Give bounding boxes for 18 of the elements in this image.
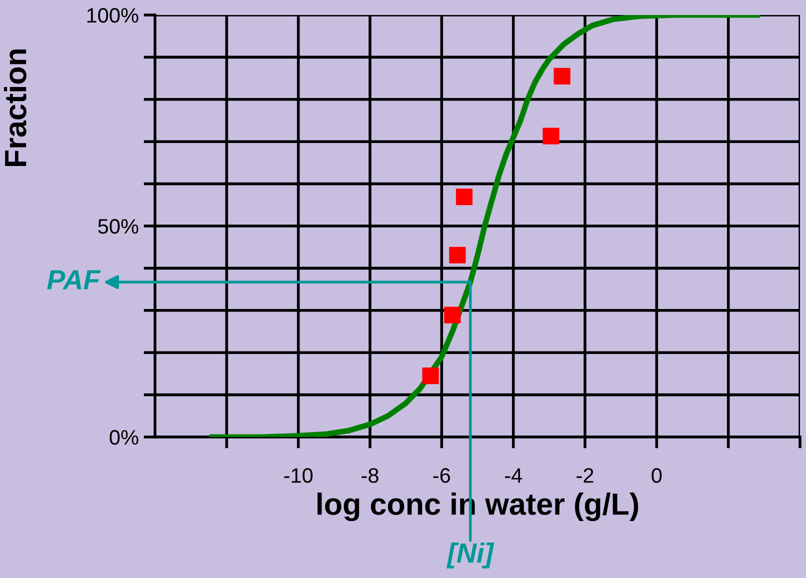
- y-tick-label: 0%: [110, 430, 138, 445]
- x-tick-label: 0: [652, 468, 662, 483]
- y-tick-label: 100%: [87, 8, 138, 23]
- point: [542, 128, 560, 144]
- point: [449, 246, 466, 264]
- x-tick-label: -8: [362, 468, 378, 483]
- point: [444, 306, 461, 324]
- point: [554, 68, 570, 84]
- x-tick-label: -6: [433, 468, 450, 483]
- annotation: PAF: [47, 270, 101, 290]
- annotation: [Ni]: [446, 542, 494, 568]
- point: [456, 188, 473, 206]
- y-tick-label: 50%: [98, 219, 138, 234]
- x-tick-label: -10: [284, 468, 313, 483]
- point: [422, 368, 439, 384]
- x-tick-label: -4: [504, 468, 522, 483]
- y-axis-title: Fraction: [4, 49, 26, 166]
- x-tick-label: -2: [576, 468, 594, 483]
